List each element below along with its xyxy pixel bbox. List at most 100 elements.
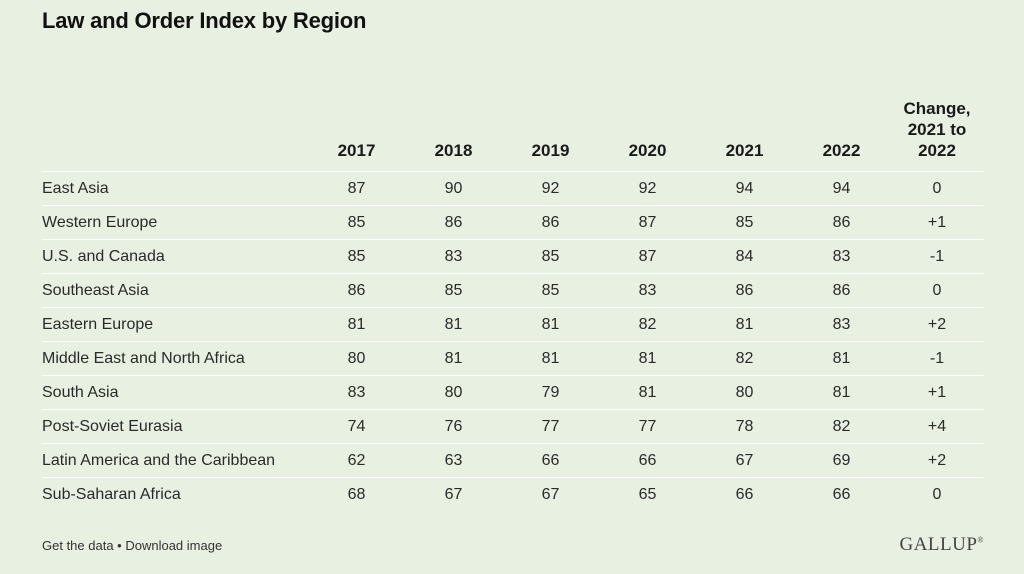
region-cell: U.S. and Canada <box>42 239 308 274</box>
value-cell: 83 <box>308 375 405 410</box>
footer-separator: • <box>113 538 126 553</box>
value-cell: 87 <box>599 205 696 240</box>
value-cell: 81 <box>599 375 696 410</box>
value-cell: 81 <box>793 375 890 410</box>
year-header: 2021 <box>725 141 764 160</box>
region-cell: Southeast Asia <box>42 273 308 308</box>
value-cell: 62 <box>308 443 405 478</box>
value-cell: 66 <box>599 443 696 478</box>
value-cell: 81 <box>405 341 502 376</box>
table-row: Post-Soviet Eurasia 74 76 77 77 78 82 +4 <box>42 409 984 444</box>
value-cell: 66 <box>793 477 890 511</box>
table-row: U.S. and Canada 85 83 85 87 84 83 -1 <box>42 239 984 274</box>
change-cell: +2 <box>890 443 984 478</box>
value-cell: 78 <box>696 409 793 444</box>
value-cell: 83 <box>599 273 696 308</box>
change-cell: -1 <box>890 341 984 376</box>
get-data-link[interactable]: Get the data <box>42 538 114 553</box>
year-header: 2018 <box>434 141 473 160</box>
value-cell: 81 <box>405 307 502 342</box>
value-cell: 86 <box>793 273 890 308</box>
region-column-header <box>42 98 308 172</box>
value-cell: 68 <box>308 477 405 511</box>
value-cell: 94 <box>696 171 793 206</box>
value-cell: 81 <box>308 307 405 342</box>
table-row: Middle East and North Africa 80 81 81 81 82 81… <box>42 341 984 376</box>
value-cell: 86 <box>405 205 502 240</box>
change-cell: 0 <box>890 477 984 511</box>
value-cell: 76 <box>405 409 502 444</box>
table-row: Latin America and the Caribbean 62 63 66 66 6… <box>42 443 984 478</box>
value-cell: 83 <box>793 239 890 274</box>
change-header-line: 2022 <box>918 141 956 160</box>
region-cell: Sub-Saharan Africa <box>42 477 308 511</box>
value-cell: 69 <box>793 443 890 478</box>
change-cell: 0 <box>890 171 984 206</box>
value-cell: 85 <box>696 205 793 240</box>
value-cell: 67 <box>405 477 502 511</box>
value-cell: 67 <box>696 443 793 478</box>
value-cell: 66 <box>502 443 599 478</box>
region-cell: South Asia <box>42 375 308 410</box>
value-cell: 81 <box>599 341 696 376</box>
value-cell: 79 <box>502 375 599 410</box>
value-cell: 86 <box>793 205 890 240</box>
change-cell: 0 <box>890 273 984 308</box>
year-header: 2022 <box>822 141 861 160</box>
gallup-logo: GALLUP® <box>899 534 984 556</box>
table-row: Sub-Saharan Africa 68 67 67 65 66 66 0 <box>42 477 984 511</box>
value-cell: 67 <box>502 477 599 511</box>
region-cell: Latin America and the Caribbean <box>42 443 308 478</box>
value-cell: 94 <box>793 171 890 206</box>
registered-mark: ® <box>977 535 984 545</box>
year-header: 2020 <box>628 141 667 160</box>
table-row: East Asia 87 90 92 92 94 94 0 <box>42 171 984 206</box>
value-cell: 86 <box>502 205 599 240</box>
value-cell: 81 <box>793 341 890 376</box>
value-cell: 82 <box>696 341 793 376</box>
value-cell: 87 <box>599 239 696 274</box>
value-cell: 80 <box>308 341 405 376</box>
value-cell: 80 <box>696 375 793 410</box>
region-cell: Western Europe <box>42 205 308 240</box>
change-cell: -1 <box>890 239 984 274</box>
region-cell: Eastern Europe <box>42 307 308 342</box>
value-cell: 80 <box>405 375 502 410</box>
year-header: 2017 <box>337 141 376 160</box>
region-cell: East Asia <box>42 171 308 206</box>
value-cell: 74 <box>308 409 405 444</box>
download-image-link[interactable]: Download image <box>125 538 223 553</box>
table-row: Southeast Asia 86 85 85 83 86 86 0 <box>42 273 984 308</box>
value-cell: 85 <box>405 273 502 308</box>
value-cell: 81 <box>696 307 793 342</box>
value-cell: 82 <box>599 307 696 342</box>
value-cell: 65 <box>599 477 696 511</box>
year-header: 2019 <box>531 141 570 160</box>
value-cell: 83 <box>405 239 502 274</box>
gallup-logo-text: GALLUP <box>899 534 978 555</box>
change-cell: +2 <box>890 307 984 342</box>
region-cell: Middle East and North Africa <box>42 341 308 376</box>
value-cell: 77 <box>502 409 599 444</box>
value-cell: 83 <box>793 307 890 342</box>
value-cell: 81 <box>502 307 599 342</box>
value-cell: 66 <box>696 477 793 511</box>
value-cell: 90 <box>405 171 502 206</box>
footer-links: Get the data • Download image <box>42 538 222 553</box>
table-row: Eastern Europe 81 81 81 82 81 83 +2 <box>42 307 984 342</box>
value-cell: 86 <box>308 273 405 308</box>
change-header-line: Change, <box>903 99 971 118</box>
change-cell: +1 <box>890 375 984 410</box>
region-cell: Post-Soviet Eurasia <box>42 409 308 444</box>
value-cell: 85 <box>308 239 405 274</box>
chart-title: Law and Order Index by Region <box>42 8 367 33</box>
value-cell: 85 <box>502 239 599 274</box>
value-cell: 63 <box>405 443 502 478</box>
value-cell: 92 <box>502 171 599 206</box>
value-cell: 81 <box>502 341 599 376</box>
value-cell: 85 <box>502 273 599 308</box>
change-cell: +1 <box>890 205 984 240</box>
change-header-line: 2021 to <box>907 120 967 139</box>
value-cell: 86 <box>696 273 793 308</box>
value-cell: 85 <box>308 205 405 240</box>
